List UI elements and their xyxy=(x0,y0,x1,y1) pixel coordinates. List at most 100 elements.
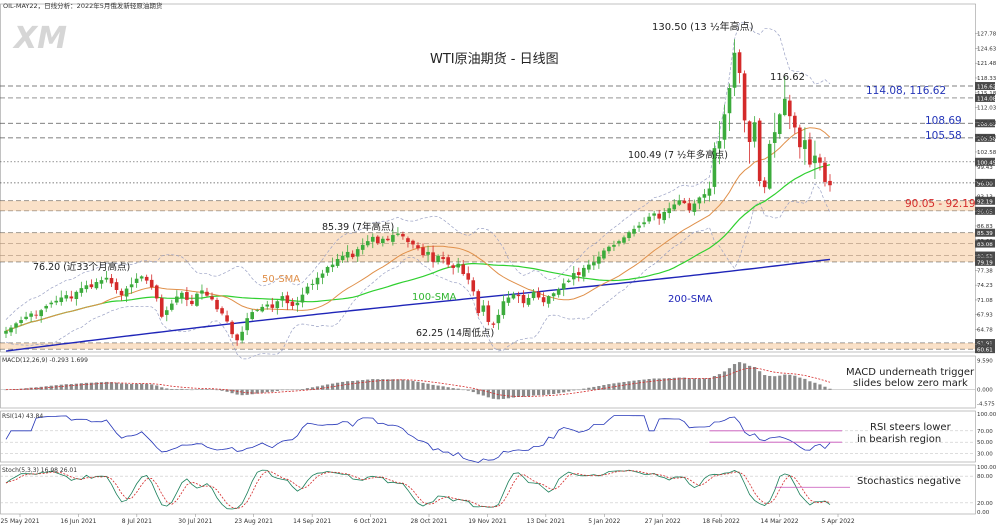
candle-body xyxy=(235,334,239,341)
candle-body xyxy=(647,216,651,222)
candle-body xyxy=(732,52,737,88)
candle-body xyxy=(652,213,656,216)
candle-body xyxy=(215,299,219,310)
macd-histogram-bar xyxy=(808,381,812,390)
candle-body xyxy=(370,236,375,242)
price-tick-label: 121.48 xyxy=(977,61,997,67)
macd-histogram-bar xyxy=(250,389,254,395)
candle-body xyxy=(69,296,74,299)
macd-histogram-bar xyxy=(396,379,400,390)
macd-histogram-bar xyxy=(476,389,480,395)
indicator-tick-label: 30.00 xyxy=(977,452,993,458)
macd-histogram-bar xyxy=(386,379,390,390)
candle-body xyxy=(406,238,410,243)
zone-band xyxy=(0,232,975,262)
candle-body xyxy=(551,293,556,297)
candle-body xyxy=(270,304,275,308)
candle-body xyxy=(632,228,636,234)
logo-text: XM xyxy=(12,21,67,56)
price-tick-label: 96.28 xyxy=(977,180,993,186)
level-tag xyxy=(975,339,995,348)
candle-body xyxy=(315,277,320,285)
indicator-tick-label: 20.00 xyxy=(977,501,993,507)
candle-body xyxy=(14,323,18,328)
candle-body xyxy=(481,305,486,312)
macd-histogram-bar xyxy=(662,378,666,390)
macd-histogram-bar xyxy=(356,380,360,390)
macd-histogram-bar xyxy=(687,378,691,390)
bollinger-bands xyxy=(5,22,831,360)
level-tag xyxy=(975,345,995,354)
macd-histogram-bar xyxy=(763,375,767,390)
candle-body xyxy=(396,233,400,235)
candle-body xyxy=(416,245,420,249)
macd-signal-line xyxy=(6,367,831,397)
candle-body xyxy=(104,277,109,280)
macd-histogram-bar xyxy=(753,366,757,390)
candle-body xyxy=(818,157,822,163)
macd-histogram-bar xyxy=(612,383,616,390)
candle-body xyxy=(566,280,571,283)
candle-body xyxy=(195,293,199,306)
candle-body xyxy=(788,100,792,117)
candle-body xyxy=(667,208,672,214)
date-tick-label: 14 Sep 2021 xyxy=(293,518,331,525)
macd-histogram-bar xyxy=(376,379,380,390)
candle-body xyxy=(245,318,249,331)
macd-histogram-bar xyxy=(265,389,269,393)
macd-histogram-bar xyxy=(74,383,78,390)
candle-body xyxy=(59,297,64,303)
annotation-peak: 130.50 (13 ½年高点) xyxy=(652,20,754,33)
macd-histogram-bar xyxy=(411,380,415,390)
macd-histogram-bar xyxy=(773,376,777,390)
candle-body xyxy=(777,114,782,135)
macd-histogram-bar xyxy=(511,389,516,398)
annotation-right-108: 108.69 xyxy=(925,115,962,127)
stoch-d-line xyxy=(5,470,831,510)
macd-histogram-bar xyxy=(341,381,345,390)
candle-body xyxy=(526,297,531,305)
candle-body xyxy=(49,302,54,305)
macd-histogram-bar xyxy=(557,389,561,394)
candle-body xyxy=(426,251,430,255)
macd-histogram-bar xyxy=(255,389,259,394)
macd-histogram-bar xyxy=(270,389,274,392)
macd-histogram-bar xyxy=(526,389,531,397)
candle-body xyxy=(144,276,149,281)
candle-body xyxy=(139,276,144,279)
macd-histogram-bar xyxy=(582,388,586,390)
candle-body xyxy=(325,266,330,273)
candle-body xyxy=(823,162,827,182)
candle-body xyxy=(431,252,435,262)
candle-body xyxy=(461,264,466,275)
macd-histogram-bar xyxy=(361,380,365,390)
zone-label-90-92: 90.05 - 92.19 xyxy=(905,198,976,210)
candle-body xyxy=(782,98,787,116)
level-tag xyxy=(975,257,995,266)
macd-histogram-bar xyxy=(486,389,490,398)
macd-histogram-bar xyxy=(667,378,671,390)
candle-body xyxy=(89,284,94,288)
candle-body xyxy=(446,257,450,265)
candle-body xyxy=(170,303,174,310)
candle-body xyxy=(491,323,496,325)
macd-histogram-bar xyxy=(230,389,234,394)
candle-body xyxy=(451,265,455,268)
macd-histogram-bar xyxy=(371,379,375,390)
candle-body xyxy=(94,282,99,289)
price-tick-label: 89.98 xyxy=(977,209,993,215)
candle-body xyxy=(828,180,832,186)
rsi-note-line2: in bearish region xyxy=(857,434,941,445)
panel-frame xyxy=(0,3,976,353)
macd-histogram-bar xyxy=(783,374,787,390)
candle-body xyxy=(360,244,365,250)
macd-histogram-bar xyxy=(235,389,239,395)
macd-histogram-bar xyxy=(597,386,601,390)
macd-histogram-bar xyxy=(135,383,139,390)
candle-body xyxy=(627,232,631,239)
indicator-tick-label: 80.00 xyxy=(977,474,993,480)
macd-histogram-bar xyxy=(436,385,440,390)
bollinger-upper xyxy=(5,22,831,320)
macd-histogram-bar xyxy=(195,389,199,390)
level-tag-text: 90.05 xyxy=(977,209,993,215)
